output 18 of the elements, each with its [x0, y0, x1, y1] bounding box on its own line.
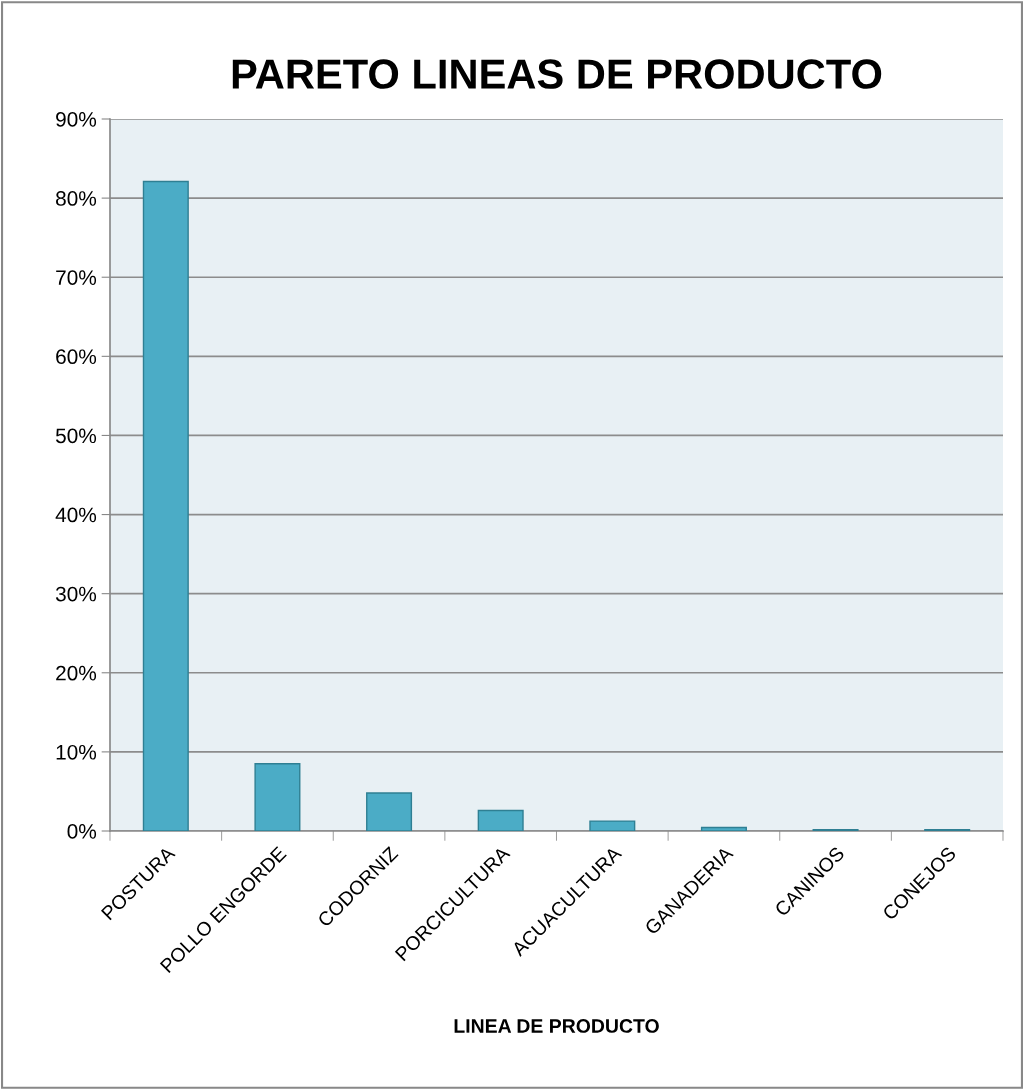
- bar: [366, 792, 413, 831]
- y-tick-label: 90%: [56, 112, 97, 127]
- bar: [142, 180, 189, 831]
- x-axis-title: LINEA DE PRODUCTO: [454, 1019, 659, 1033]
- bar: [254, 763, 301, 831]
- y-tick-label: 80%: [56, 191, 97, 206]
- y-tick-label: 0%: [67, 824, 97, 839]
- y-tick-label: 30%: [55, 586, 97, 602]
- y-tick-label: 20%: [56, 665, 97, 681]
- y-tick-label: 50%: [55, 428, 97, 444]
- y-tick-label: 70%: [56, 270, 97, 285]
- y-tick-label: 10%: [56, 744, 97, 760]
- chart-title: PARETO LINEAS DE PRODUCTO: [232, 59, 882, 89]
- y-tick-label: 60%: [56, 349, 97, 365]
- bar: [589, 820, 636, 831]
- y-tick-label: 40%: [55, 507, 97, 523]
- bar: [477, 809, 524, 831]
- bar: [700, 826, 747, 831]
